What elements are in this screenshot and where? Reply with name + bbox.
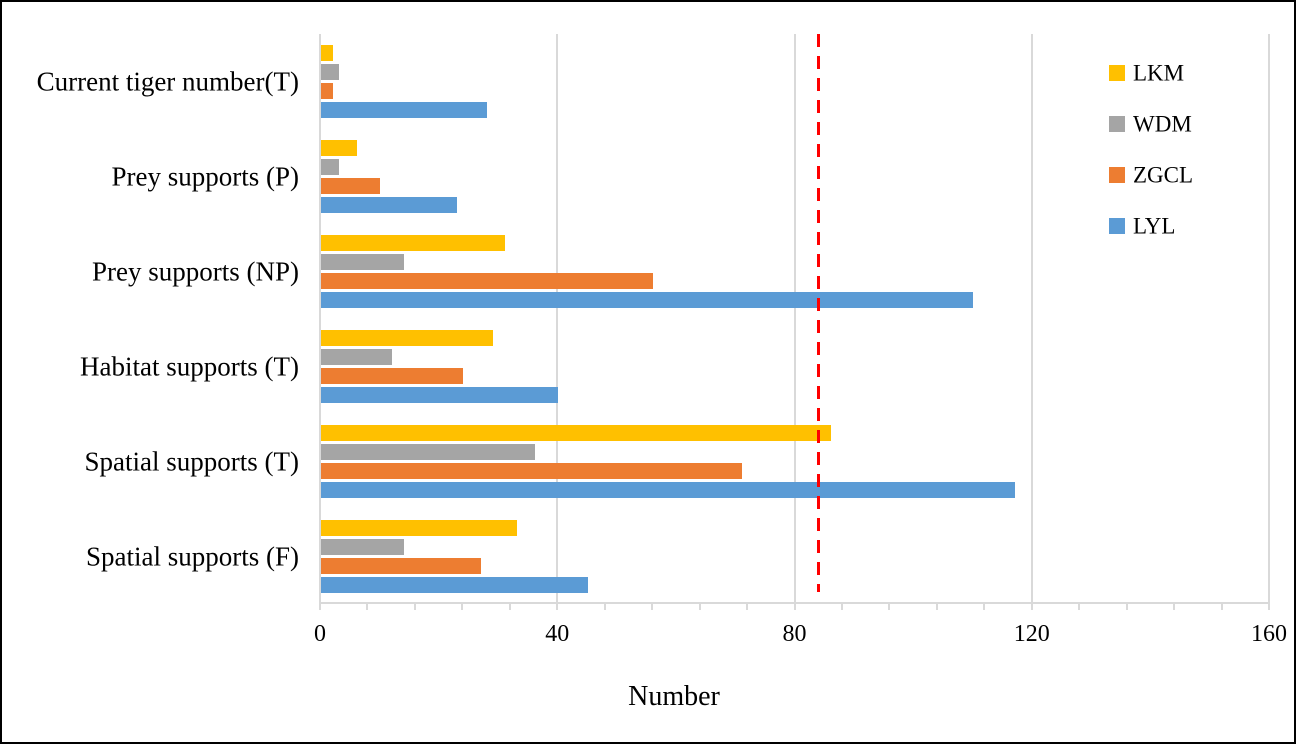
legend-label-lkm: LKM [1133, 60, 1185, 86]
x-axis-tick [1268, 604, 1270, 610]
major-gridline [1030, 34, 1033, 604]
x-axis-tick [1220, 604, 1223, 610]
x-axis-tick [319, 604, 321, 610]
bar-wdm [321, 349, 393, 365]
bar-zgcl [321, 83, 333, 99]
legend-swatch-lyl [1109, 218, 1125, 234]
x-axis-tick [1078, 604, 1081, 610]
bar-lyl [321, 102, 488, 118]
bar-lyl [321, 197, 458, 213]
bar-lkm [321, 520, 517, 536]
bar-lyl [321, 482, 1015, 498]
x-tick-label: 0 [314, 621, 326, 647]
x-axis-tick [746, 604, 749, 610]
major-gridline [793, 34, 796, 604]
bar-lyl [321, 292, 974, 308]
bar-zgcl [321, 273, 654, 289]
x-axis-tick [1125, 604, 1128, 610]
legend-label-zgcl: ZGCL [1133, 162, 1194, 188]
major-gridline [1268, 34, 1270, 604]
major-gridline [556, 34, 559, 604]
bar-wdm [321, 159, 339, 175]
x-axis-title: Number [628, 681, 720, 712]
x-tick-label: 160 [1251, 621, 1287, 647]
x-axis-tick [651, 604, 654, 610]
x-axis-tick [698, 604, 701, 610]
category-label: Spatial supports (T) [84, 446, 299, 476]
x-axis-tick [983, 604, 986, 610]
bar-lkm [321, 235, 505, 251]
category-label: Prey supports (P) [111, 161, 300, 191]
x-axis-tick [793, 604, 796, 610]
bar-lyl [321, 387, 559, 403]
bar-wdm [321, 64, 339, 80]
legend-label-lyl: LYL [1133, 213, 1176, 239]
x-tick-label: 40 [545, 621, 570, 647]
x-axis-tick [1173, 604, 1176, 610]
bar-wdm [321, 254, 405, 270]
bar-wdm [321, 539, 405, 555]
x-axis-tick [413, 604, 416, 610]
bar-wdm [321, 444, 535, 460]
x-axis-tick [1030, 604, 1033, 610]
bar-lkm [321, 425, 832, 441]
x-axis-tick [366, 604, 369, 610]
category-label: Spatial supports (F) [86, 541, 299, 571]
x-axis-tick [556, 604, 559, 610]
x-axis-tick [461, 604, 464, 610]
bar-lyl [321, 577, 588, 593]
x-axis-tick [888, 604, 891, 610]
bar-zgcl [321, 558, 482, 574]
category-label: Habitat supports (T) [80, 351, 299, 381]
x-axis-tick [603, 604, 606, 610]
reference-line [816, 34, 820, 592]
bar-lkm [321, 140, 357, 156]
x-axis-line [319, 602, 1270, 604]
legend-label-wdm: WDM [1133, 111, 1192, 137]
category-label: Current tiger number(T) [36, 66, 299, 96]
legend-swatch-zgcl [1109, 167, 1125, 183]
x-axis-tick [840, 604, 843, 610]
legend-swatch-wdm [1109, 116, 1125, 132]
bar-zgcl [321, 463, 743, 479]
x-tick-label: 120 [1013, 621, 1050, 647]
bar-lkm [321, 45, 333, 61]
x-axis-tick [508, 604, 511, 610]
bar-zgcl [321, 178, 381, 194]
category-label: Prey supports (NP) [92, 256, 299, 286]
legend-swatch-lkm [1109, 65, 1125, 81]
x-tick-label: 80 [782, 621, 807, 647]
bar-lkm [321, 330, 493, 346]
x-axis-tick [935, 604, 938, 610]
bar-zgcl [321, 368, 464, 384]
y-axis-line [319, 34, 321, 604]
